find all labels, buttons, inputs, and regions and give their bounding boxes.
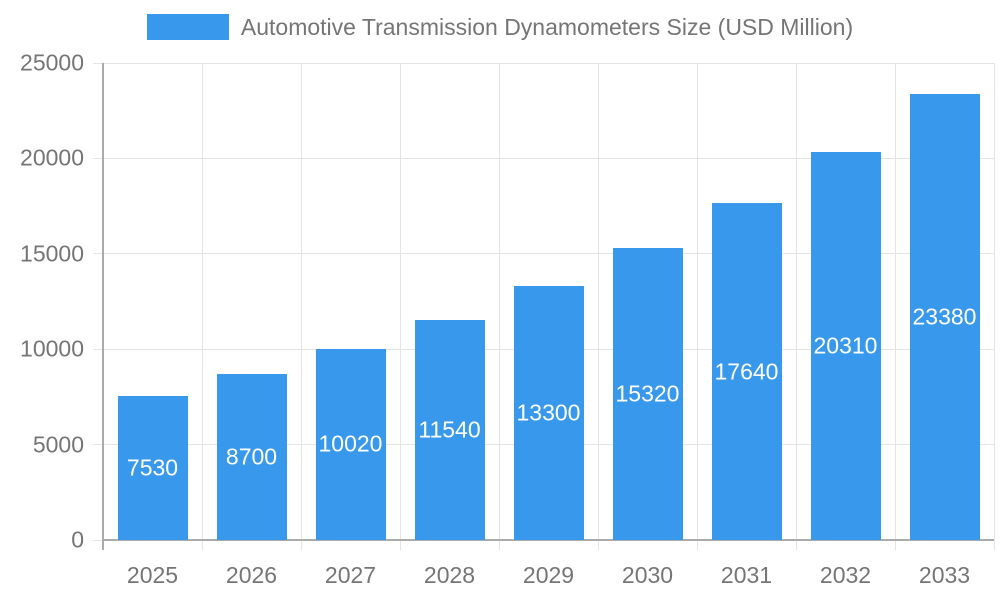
y-gridline xyxy=(93,157,994,159)
x-axis-tick-label: 2027 xyxy=(324,562,377,588)
bar-2033[interactable] xyxy=(909,93,980,540)
bar-2031[interactable] xyxy=(711,203,782,540)
x-gridline xyxy=(300,63,302,550)
x-gridline xyxy=(597,63,599,550)
y-gridline xyxy=(93,62,994,64)
x-axis-tick-label: 2033 xyxy=(918,562,971,588)
legend[interactable]: Automotive Transmission Dynamometers Siz… xyxy=(0,14,1000,40)
x-axis-tick-label: 2026 xyxy=(225,562,278,588)
bar-value-label: 8700 xyxy=(225,443,278,470)
bar-2032[interactable] xyxy=(810,152,881,540)
x-axis-tick-label: 2030 xyxy=(621,562,674,588)
bar-value-label: 20310 xyxy=(813,332,878,359)
y-axis-tick-label: 25000 xyxy=(20,49,84,76)
bar-value-label: 15320 xyxy=(615,380,680,407)
y-axis-tick-label: 20000 xyxy=(20,144,84,171)
x-gridline xyxy=(795,63,797,550)
bar-value-label: 11540 xyxy=(418,416,481,443)
y-zero-tick xyxy=(93,539,103,541)
y-axis-line xyxy=(102,63,104,550)
bar-value-label: 23380 xyxy=(912,303,977,330)
x-axis-tick-label: 2031 xyxy=(720,562,773,588)
bar-value-label: 13300 xyxy=(516,399,581,426)
bar-2028[interactable] xyxy=(414,319,485,540)
bar-value-label: 17640 xyxy=(714,358,779,385)
x-axis-tick-label: 2028 xyxy=(423,562,476,588)
legend-swatch xyxy=(146,14,229,40)
x-axis-tick-label: 2029 xyxy=(522,562,575,588)
y-axis-tick-label: 0 xyxy=(71,526,84,553)
x-gridline xyxy=(399,63,401,550)
bar-2029[interactable] xyxy=(513,286,584,540)
x-gridline xyxy=(993,63,995,550)
x-axis-tick-label: 2025 xyxy=(126,562,179,588)
bar-2027[interactable] xyxy=(315,348,386,540)
bar-2025[interactable] xyxy=(117,396,188,540)
bar-2026[interactable] xyxy=(216,374,287,540)
y-axis-tick-label: 5000 xyxy=(32,431,84,458)
x-axis-tick-label: 2032 xyxy=(819,562,872,588)
x-gridline xyxy=(498,63,500,550)
bar-value-label: 10020 xyxy=(318,430,383,457)
bar-value-label: 7530 xyxy=(126,454,179,481)
x-axis-line xyxy=(103,539,994,541)
y-axis-tick-label: 15000 xyxy=(20,240,84,267)
x-gridline xyxy=(201,63,203,550)
legend-label: Automotive Transmission Dynamometers Siz… xyxy=(240,14,854,40)
bar-2030[interactable] xyxy=(612,247,683,540)
y-gridline xyxy=(93,253,994,255)
x-gridline xyxy=(696,63,698,550)
y-axis-tick-label: 10000 xyxy=(20,335,84,362)
x-gridline xyxy=(894,63,896,550)
